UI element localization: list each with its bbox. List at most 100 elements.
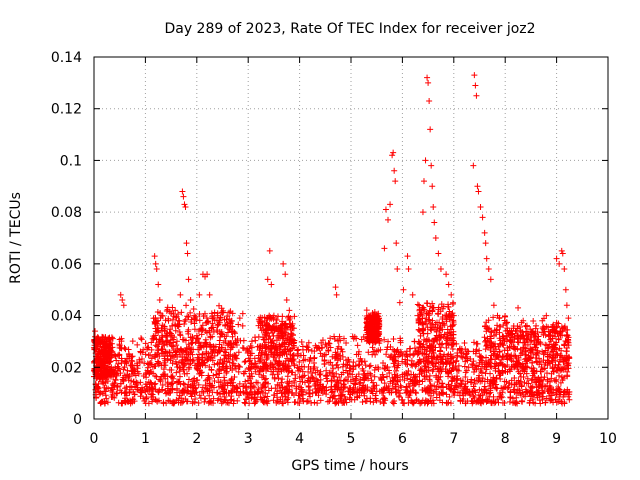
data-point — [436, 334, 443, 341]
data-point — [206, 398, 213, 405]
data-point — [453, 377, 460, 384]
data-point — [291, 377, 298, 384]
data-point — [373, 330, 380, 337]
data-point — [540, 326, 547, 333]
data-point — [241, 359, 248, 366]
data-point — [143, 395, 150, 402]
data-point — [539, 317, 546, 324]
data-point — [191, 326, 198, 333]
data-point — [515, 304, 522, 311]
data-point — [446, 393, 453, 400]
data-point — [299, 395, 306, 402]
data-point — [301, 372, 308, 379]
data-point — [245, 355, 252, 362]
data-point — [487, 370, 494, 377]
data-point — [236, 315, 243, 322]
data-point — [288, 369, 295, 376]
data-point — [393, 349, 400, 356]
data-point — [540, 331, 547, 338]
data-point — [205, 374, 212, 381]
data-point — [423, 311, 430, 318]
data-point — [106, 353, 113, 360]
data-point — [197, 370, 204, 377]
data-point — [199, 350, 206, 357]
data-point — [529, 368, 536, 375]
data-point — [173, 396, 180, 403]
data-point — [219, 360, 226, 367]
data-point — [514, 325, 521, 332]
data-point — [440, 383, 447, 390]
data-point — [296, 359, 303, 366]
data-point — [380, 400, 387, 407]
data-point — [279, 376, 286, 383]
data-point — [344, 370, 351, 377]
data-point — [514, 335, 521, 342]
data-point — [502, 368, 509, 375]
data-point — [261, 376, 268, 383]
data-point — [175, 323, 182, 330]
data-point — [437, 266, 444, 273]
data-point — [386, 370, 393, 377]
data-point — [129, 353, 136, 360]
data-point — [359, 398, 366, 405]
data-point — [363, 307, 370, 314]
data-point — [145, 344, 152, 351]
data-point — [449, 322, 456, 329]
data-point — [225, 340, 232, 347]
data-point — [499, 333, 506, 340]
data-point — [117, 291, 124, 298]
data-point — [270, 397, 277, 404]
data-point — [335, 364, 342, 371]
data-point — [266, 346, 273, 353]
data-point — [202, 354, 209, 361]
data-point — [228, 393, 235, 400]
data-point — [163, 332, 170, 339]
data-point — [327, 344, 334, 351]
data-point — [338, 384, 345, 391]
data-point — [403, 348, 410, 355]
data-point — [274, 381, 281, 388]
data-point — [100, 348, 107, 355]
data-point — [262, 390, 269, 397]
data-point — [267, 339, 274, 346]
data-point — [177, 381, 184, 388]
data-point — [200, 313, 207, 320]
data-point — [185, 276, 192, 283]
data-point — [444, 352, 451, 359]
data-point — [393, 367, 400, 374]
data-point — [451, 392, 458, 399]
data-point — [515, 357, 522, 364]
data-point — [376, 388, 383, 395]
data-point — [527, 355, 534, 362]
data-point — [278, 379, 285, 386]
data-point — [286, 316, 293, 323]
data-point — [543, 323, 550, 330]
data-point — [185, 326, 192, 333]
data-point — [305, 339, 312, 346]
data-point — [444, 334, 451, 341]
data-point — [416, 316, 423, 323]
data-point — [264, 355, 271, 362]
data-point — [151, 381, 158, 388]
data-point — [486, 339, 493, 346]
data-point — [184, 313, 191, 320]
data-point — [512, 346, 519, 353]
data-point — [341, 393, 348, 400]
data-point — [127, 362, 134, 369]
data-point — [485, 266, 492, 273]
x-tick-label: 4 — [295, 431, 304, 447]
data-point — [434, 354, 441, 361]
data-point — [167, 357, 174, 364]
data-point — [188, 316, 195, 323]
data-point — [374, 364, 381, 371]
data-point — [329, 394, 336, 401]
data-point — [524, 331, 531, 338]
data-point — [95, 343, 102, 350]
data-point — [113, 357, 120, 364]
data-point — [168, 342, 175, 349]
data-point — [501, 347, 508, 354]
data-point — [299, 343, 306, 350]
data-point — [258, 349, 265, 356]
data-point — [387, 354, 394, 361]
data-point — [496, 360, 503, 367]
